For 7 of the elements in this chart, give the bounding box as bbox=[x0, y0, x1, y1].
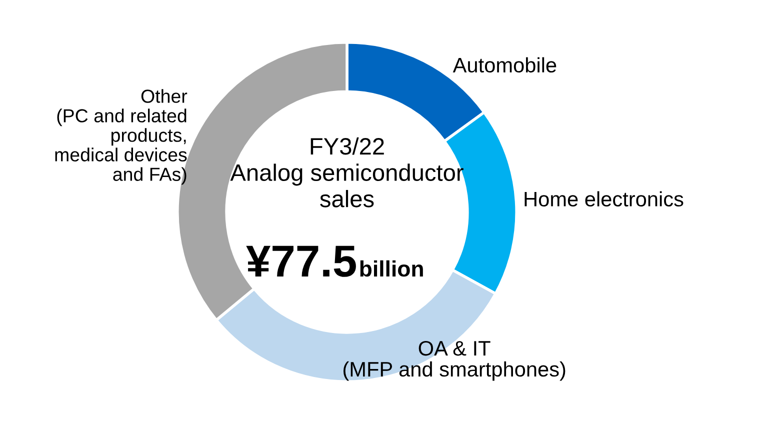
text: FY3/22 Analog semiconductor sales bbox=[230, 137, 464, 208]
text: ¥77.5 bbox=[246, 246, 356, 277]
slice-label: Other (PC and related products, medical devices and FAs) bbox=[55, 89, 188, 185]
slice-label: Automobile bbox=[452, 57, 556, 73]
slice-label: OA & IT (MFP and smartphones) bbox=[344, 340, 566, 381]
text: billion bbox=[360, 260, 423, 277]
slice-label: Home electronics bbox=[524, 191, 684, 207]
